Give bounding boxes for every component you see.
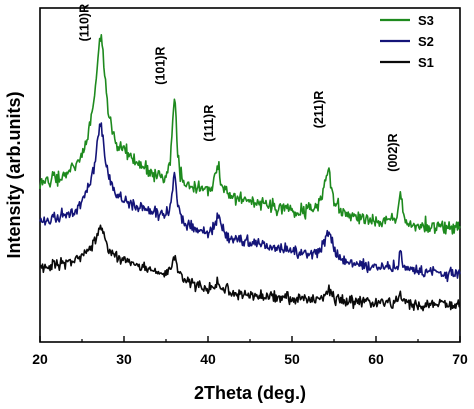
peak-annotations: (110)R (101)R (111)R (211)R (002)R <box>78 4 400 172</box>
series-layer <box>39 34 461 312</box>
x-tick-label: 20 <box>32 351 48 367</box>
legend: S3 S2 S1 <box>380 13 434 70</box>
legend-label-s3: S3 <box>418 13 434 28</box>
x-axis-ticks: 20 30 40 50 60 70 <box>32 336 468 367</box>
peak-label: (111)R <box>202 105 216 142</box>
x-tick-label: 50 <box>284 351 300 367</box>
x-axis-title: 2Theta (deg.) <box>194 383 306 403</box>
y-axis-title: Intensity (arb.units) <box>4 91 24 258</box>
legend-label-s1: S1 <box>418 55 434 70</box>
peak-label: (211)R <box>312 91 326 129</box>
x-tick-label: 60 <box>368 351 384 367</box>
legend-label-s2: S2 <box>418 34 434 49</box>
series-line-s3 <box>39 34 461 235</box>
series-line-s1 <box>39 224 461 312</box>
x-tick-label: 70 <box>452 351 468 367</box>
x-tick-label: 40 <box>200 351 216 367</box>
x-tick-label: 30 <box>116 351 132 367</box>
peak-label: (101)R <box>153 47 167 85</box>
series-line-s2 <box>39 122 461 283</box>
peak-label: (002)R <box>386 133 400 171</box>
peak-label: (110)R <box>78 4 92 42</box>
